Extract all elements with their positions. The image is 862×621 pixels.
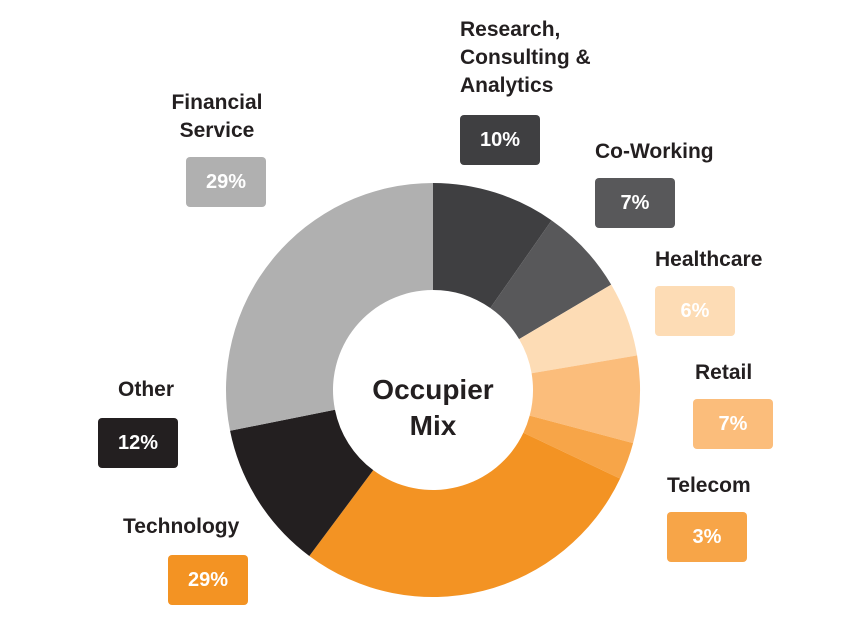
slice	[225, 183, 433, 431]
value-badge: 12%	[98, 418, 178, 468]
value-badge: 29%	[186, 157, 266, 207]
slice	[433, 183, 552, 309]
slice	[519, 284, 638, 374]
value-badge: 29%	[168, 555, 248, 605]
category-label: Other	[118, 378, 175, 401]
category-label: Healthcare	[655, 248, 763, 271]
slice	[490, 220, 612, 340]
category-label: Telecom	[667, 474, 751, 497]
category-label: Co-Working	[595, 140, 714, 163]
value-badge: 7%	[693, 399, 773, 449]
value-badge: 3%	[667, 512, 747, 562]
value-badge: 10%	[460, 115, 540, 165]
category-label: Technology	[123, 515, 240, 538]
center-label: Occupier Mix	[372, 374, 494, 441]
category-label: Financial Service	[171, 91, 263, 142]
slice	[309, 432, 621, 597]
slice	[523, 415, 634, 479]
category-label: Retail	[695, 361, 753, 384]
value-badge: 7%	[595, 178, 675, 228]
slice	[230, 409, 374, 556]
category-label: Research, Consulting & Analytics	[460, 18, 591, 97]
slice	[529, 355, 640, 444]
value-badge: 6%	[655, 286, 735, 336]
